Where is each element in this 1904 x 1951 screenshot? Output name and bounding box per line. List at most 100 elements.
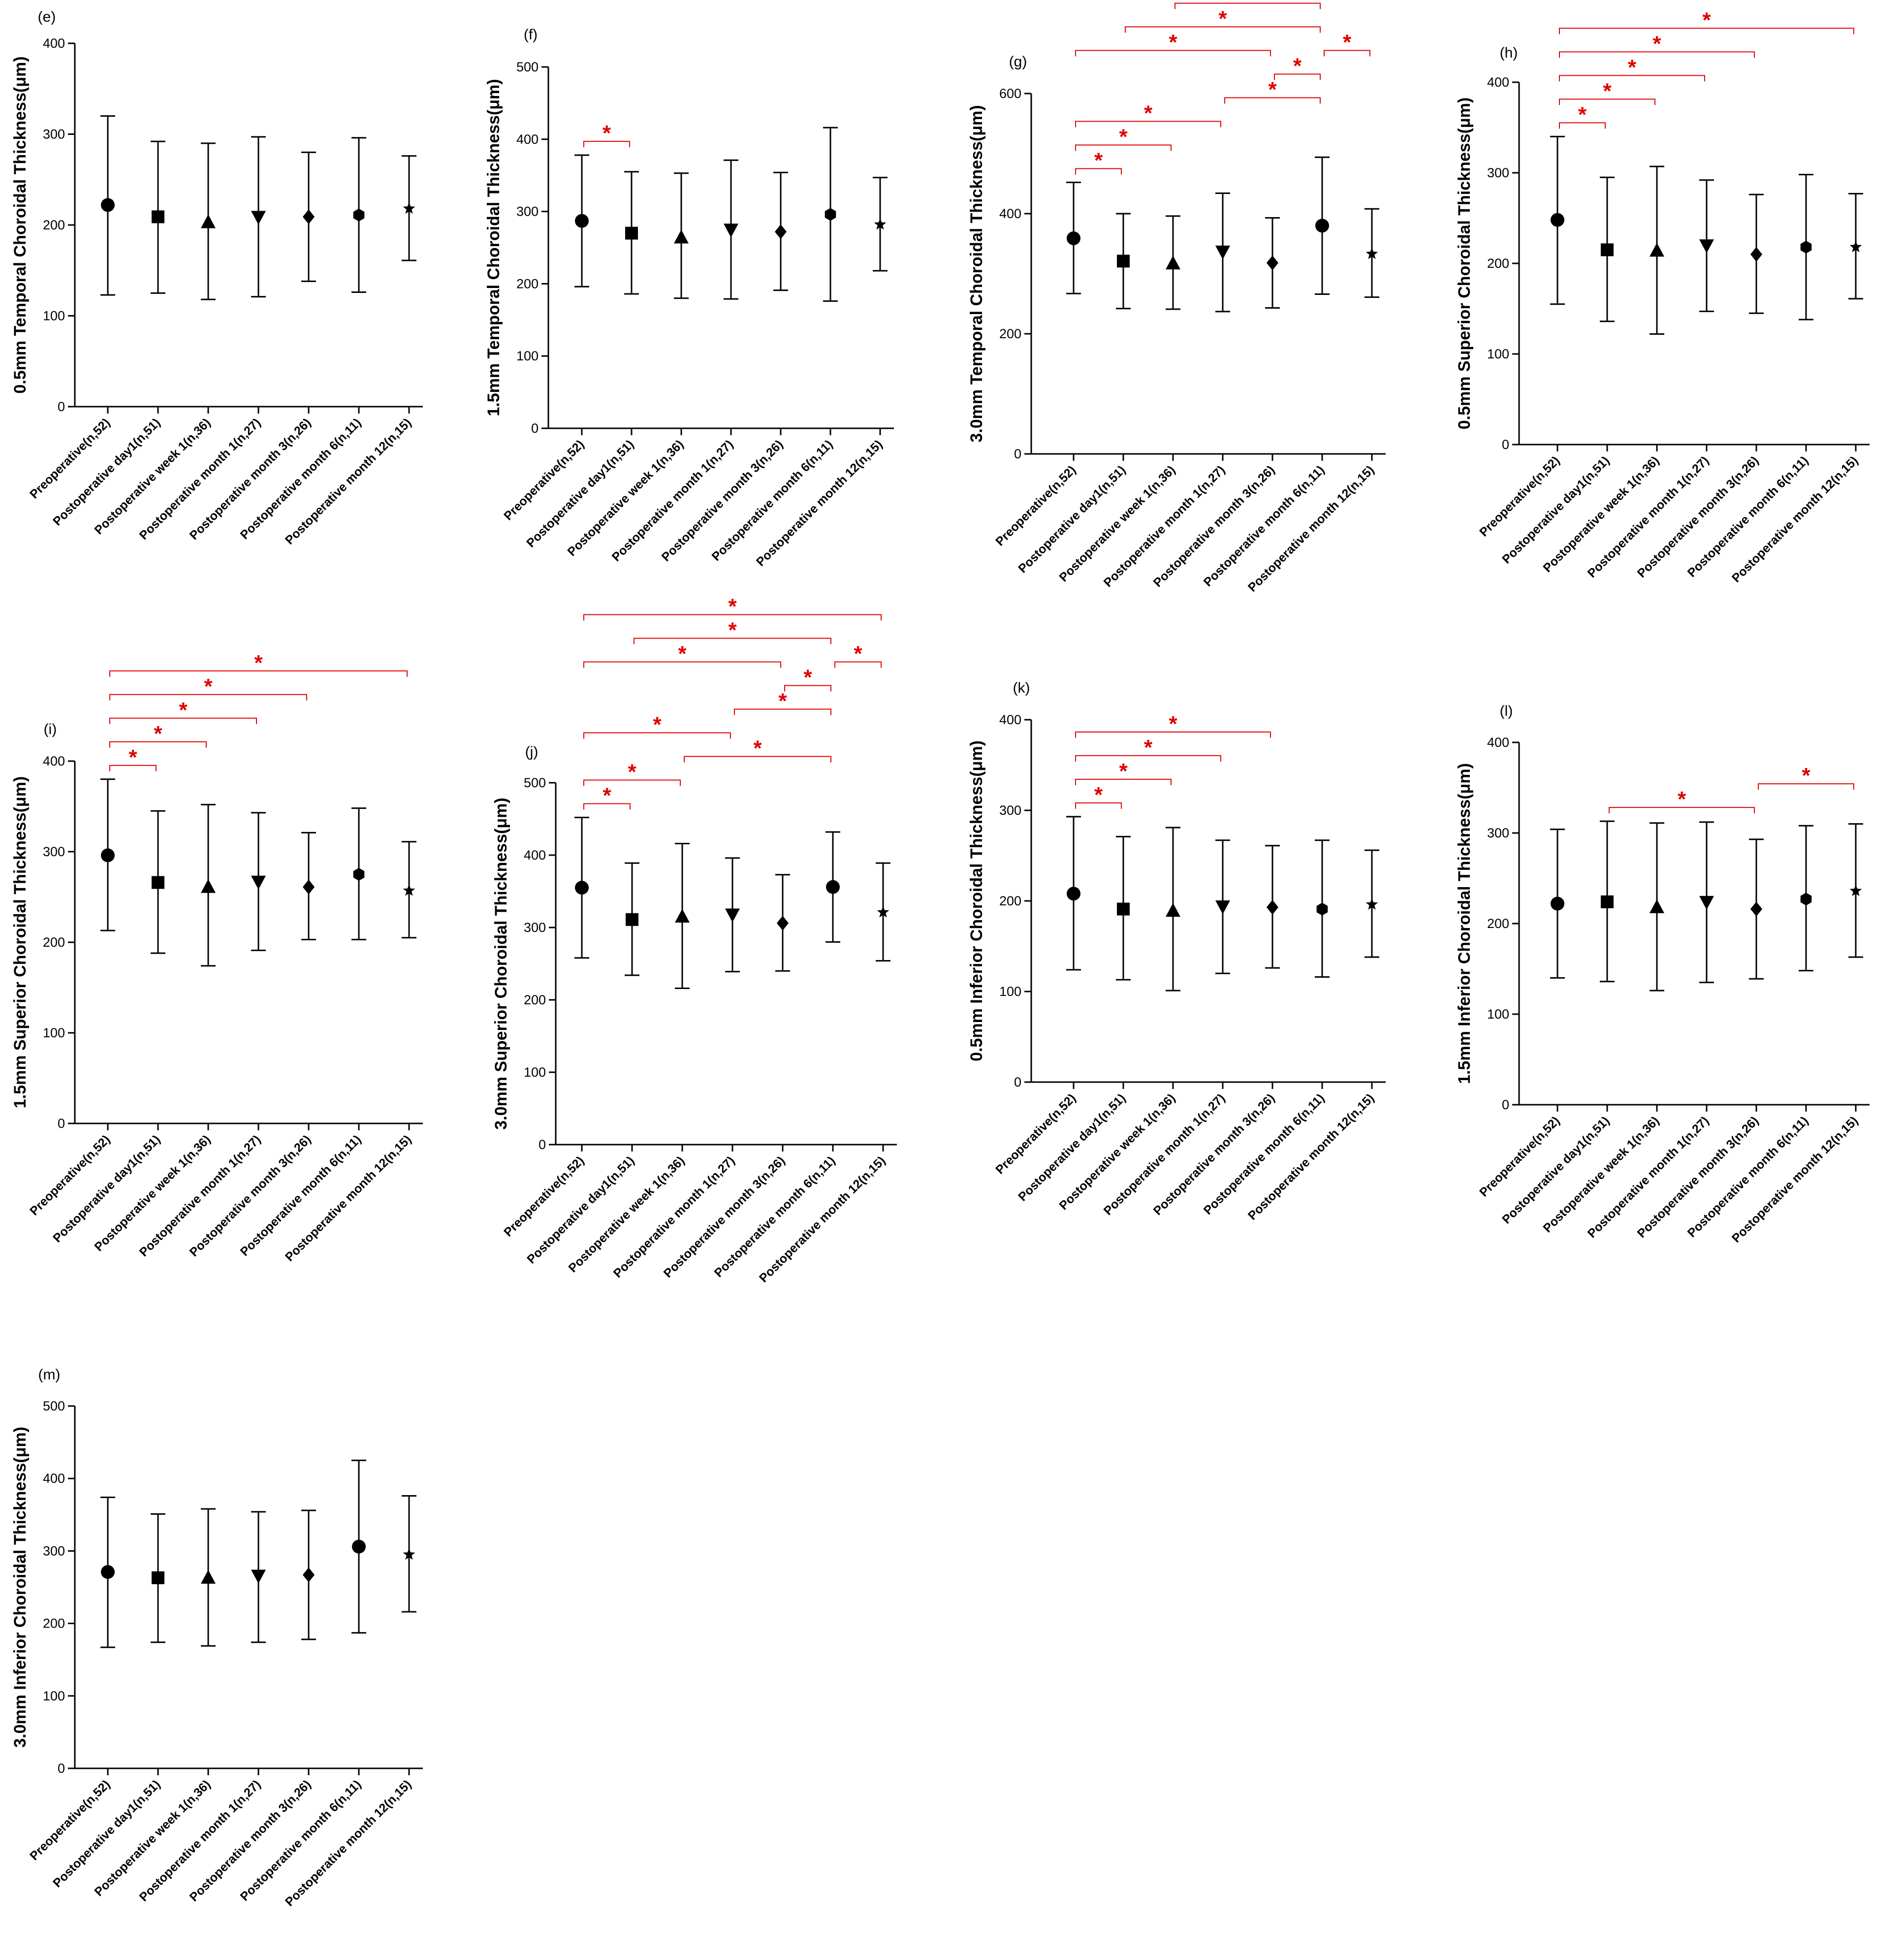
y-axis-label: 1.5mm Superior Choroidal Thickness(μm)	[11, 776, 30, 1109]
x-tick-label: Preoperative(n,52)	[501, 437, 587, 523]
significance-star: *	[1702, 8, 1711, 32]
significance-bracket	[109, 694, 307, 701]
chart-panel-e: (e) 0 100 200 300 400 0.5mm Temporal Choroidal…	[11, 9, 423, 547]
significance-star: *	[1628, 55, 1637, 79]
data-point-marker	[251, 1569, 266, 1584]
data-point-marker	[303, 879, 315, 895]
y-tick-label: 0	[539, 1137, 546, 1152]
data-point-marker	[625, 226, 638, 240]
data-point-marker	[1117, 902, 1130, 916]
data-point-marker	[403, 202, 415, 214]
data-point-marker	[101, 1565, 115, 1579]
significance-bracket	[1075, 144, 1172, 151]
y-axis-label: 0.5mm Inferior Choroidal Thickness(μm)	[967, 740, 986, 1061]
significance-bracket	[1075, 121, 1221, 128]
significance-bracket	[1075, 778, 1172, 785]
y-tick-label: 200	[1487, 916, 1509, 931]
significance-star: *	[678, 642, 687, 666]
y-tick-label: 500	[43, 1399, 65, 1413]
data-point-marker	[1551, 896, 1564, 911]
panel-label: (f)	[524, 27, 538, 43]
significance-star: *	[728, 618, 737, 642]
chart-panel-i: (i) 0 100 200 300 400 1.5mm Superior Choroidal…	[11, 651, 423, 1264]
y-axis-label: 0.5mm Superior Choroidal Thickness(μm)	[1455, 97, 1474, 430]
x-tick-label: Preoperative(n,52)	[27, 1132, 113, 1218]
significance-star: *	[204, 674, 213, 699]
significance-bracket	[1559, 122, 1606, 129]
data-point-marker	[403, 884, 415, 896]
significance-bracket	[1075, 755, 1221, 762]
significance-bracket	[583, 732, 731, 739]
data-point-marker	[1551, 213, 1564, 227]
data-point-marker	[201, 1569, 216, 1584]
data-point-marker	[777, 916, 789, 931]
significance-star: *	[1119, 125, 1128, 149]
data-point-marker	[1215, 245, 1230, 259]
x-tick-label: Preoperative(n,52)	[27, 416, 113, 501]
y-tick-label: 100	[1487, 347, 1509, 361]
data-point-marker	[1117, 255, 1130, 268]
y-tick-label: 0	[58, 1116, 65, 1131]
y-axis-label: 3.0mm Temporal Choroidal Thickness(μm)	[967, 105, 986, 442]
data-point-marker	[1650, 243, 1664, 257]
data-point-marker	[1067, 231, 1080, 246]
data-point-marker	[1365, 247, 1378, 259]
panel-label: (k)	[1013, 680, 1030, 696]
chart-panel-j: (j) 0 100 200 300 400 500 3.0mm Superior Choroi…	[492, 595, 897, 1285]
significance-star: *	[128, 745, 137, 769]
y-tick-label: 200	[1487, 256, 1509, 271]
data-point-marker	[1601, 243, 1614, 256]
data-point-marker	[403, 1548, 415, 1560]
data-point-marker	[1601, 895, 1614, 908]
y-tick-label: 0	[1502, 1097, 1509, 1112]
y-tick-label: 300	[1487, 165, 1509, 180]
significance-bracket	[734, 708, 831, 715]
y-tick-label: 100	[516, 349, 539, 363]
significance-star: *	[1578, 102, 1587, 127]
chart-panel-g: (g) 0 200 400 600 3.0mm Temporal Choroidal Th…	[967, 0, 1386, 595]
x-tick-label: Preoperative(n,52)	[1477, 453, 1562, 539]
data-point-marker	[674, 229, 689, 244]
significance-star: *	[254, 651, 263, 675]
y-tick-label: 100	[524, 1065, 546, 1080]
significance-star: *	[628, 760, 636, 784]
significance-star: *	[1652, 32, 1661, 56]
y-tick-label: 300	[43, 1543, 65, 1558]
data-point-marker	[101, 198, 115, 212]
y-axis-label: 3.0mm Inferior Choroidal Thickness(μm)	[11, 1427, 30, 1748]
significance-star: *	[1144, 101, 1153, 126]
y-tick-label: 300	[516, 204, 539, 219]
data-point-marker	[1800, 893, 1812, 906]
panel-label: (e)	[38, 9, 56, 25]
y-tick-label: 100	[43, 1689, 65, 1703]
chart-panel-l: (l) 0 100 200 300 400 1.5mm Inferior Choroidal…	[1455, 703, 1870, 1246]
y-axis-label: 3.0mm Superior Choroidal Thickness(μm)	[492, 798, 510, 1130]
y-axis-label: 1.5mm Inferior Choroidal Thickness(μm)	[1455, 763, 1474, 1084]
y-tick-label: 200	[43, 935, 65, 950]
significance-bracket	[1758, 783, 1854, 790]
significance-bracket	[1075, 802, 1122, 809]
y-tick-label: 100	[1487, 1007, 1509, 1022]
y-tick-label: 300	[524, 920, 546, 935]
data-point-marker	[353, 208, 365, 222]
significance-star: *	[1169, 31, 1177, 55]
data-point-marker	[775, 224, 787, 239]
y-tick-label: 300	[1487, 826, 1509, 840]
data-point-marker	[201, 879, 216, 893]
x-tick-label: Preoperative(n,52)	[27, 1777, 113, 1863]
data-point-marker	[352, 1539, 366, 1554]
y-tick-label: 400	[999, 206, 1021, 221]
data-point-marker	[1267, 256, 1278, 271]
y-tick-label: 200	[516, 276, 539, 291]
data-point-marker	[1650, 899, 1664, 913]
y-tick-label: 400	[1487, 75, 1509, 90]
x-tick-label: Postoperative day1(n,51)	[50, 1777, 163, 1890]
significance-bracket	[1075, 50, 1271, 57]
data-point-marker	[575, 214, 589, 228]
significance-bracket	[1559, 51, 1755, 58]
data-point-marker	[1067, 887, 1080, 901]
significance-bracket	[1075, 731, 1271, 738]
significance-bracket	[109, 741, 207, 748]
significance-bracket	[1274, 73, 1321, 80]
